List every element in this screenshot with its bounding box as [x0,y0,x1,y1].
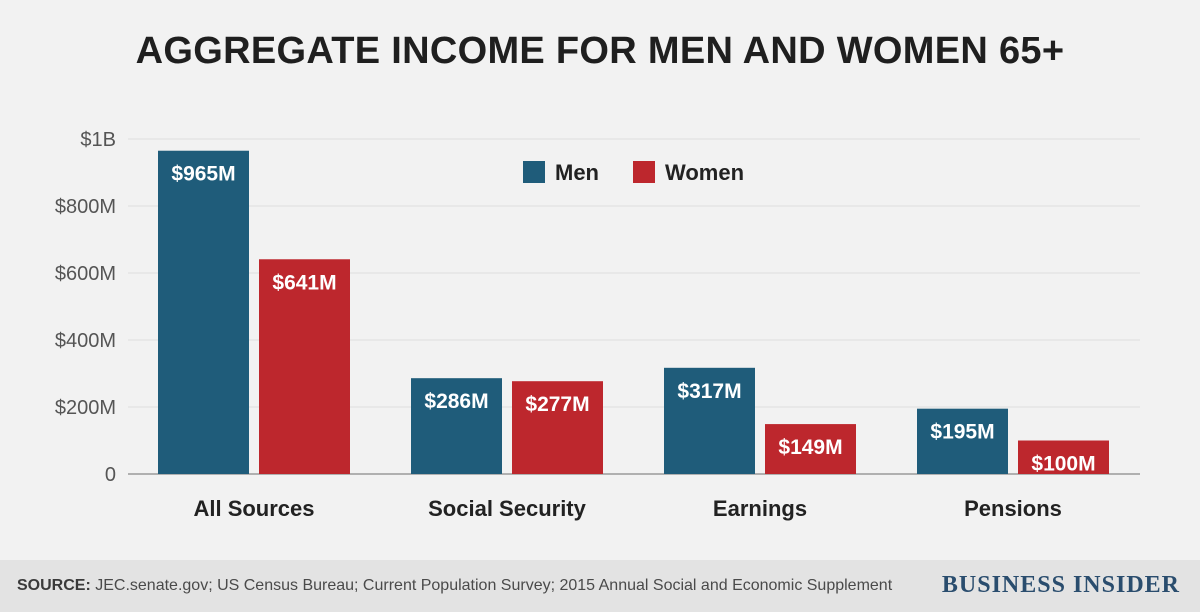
source-label: SOURCE: [17,577,91,594]
y-tick-label: $800M [55,196,116,218]
legend-swatch-men [523,161,545,183]
bar-women-2 [765,424,856,474]
legend: Men Women [523,160,744,185]
source-note: SOURCE: JEC.senate.gov; US Census Bureau… [17,577,892,595]
legend-label-men: Men [555,160,599,185]
data-label: $317M [677,380,741,403]
bar-women-3 [1018,440,1109,474]
bar-men-1 [411,378,502,474]
x-category-label: Earnings [713,496,807,521]
data-label: $641M [272,271,336,294]
chart-title: AGGREGATE INCOME FOR MEN AND WOMEN 65+ [135,30,1065,72]
x-category-label: All Sources [193,496,314,521]
bar-women-0 [259,259,350,474]
legend-swatch-women [633,161,655,183]
footer: SOURCE: JEC.senate.gov; US Census Bureau… [0,560,1200,612]
source-text: JEC.senate.gov; US Census Bureau; Curren… [95,577,893,594]
data-label: $965M [171,163,235,186]
bars: $965M $286M $317M $195M $641M $277M $149M $100M [158,150,1109,476]
y-tick-label: $1B [80,129,116,151]
bar-men-2 [664,367,755,474]
bar-women-1 [512,381,603,474]
y-axis-ticks: 0 $200M $400M $600M $800M $1B [55,129,116,486]
y-tick-label: $600M [55,263,116,285]
x-axis-labels: All Sources Social Security Earnings Pensio… [193,496,1061,521]
y-tick-label: $400M [55,330,116,352]
bar-men-3 [917,408,1008,474]
y-tick-label: $200M [55,397,116,419]
x-category-label: Pensions [964,496,1062,521]
x-category-label: Social Security [428,496,587,521]
brand-logo: BUSINESS INSIDER [941,572,1180,598]
y-tick-label: 0 [105,464,116,486]
bar-chart: 0 $200M $400M $600M $800M $1B $965M $286M $317M… [55,129,1140,521]
data-label: $286M [424,390,488,413]
bar-men-0 [158,150,249,474]
data-label: $195M [930,421,994,444]
data-label: $100M [1031,453,1095,476]
data-label: $277M [525,393,589,416]
legend-label-women: Women [665,160,744,185]
data-label: $149M [778,436,842,459]
